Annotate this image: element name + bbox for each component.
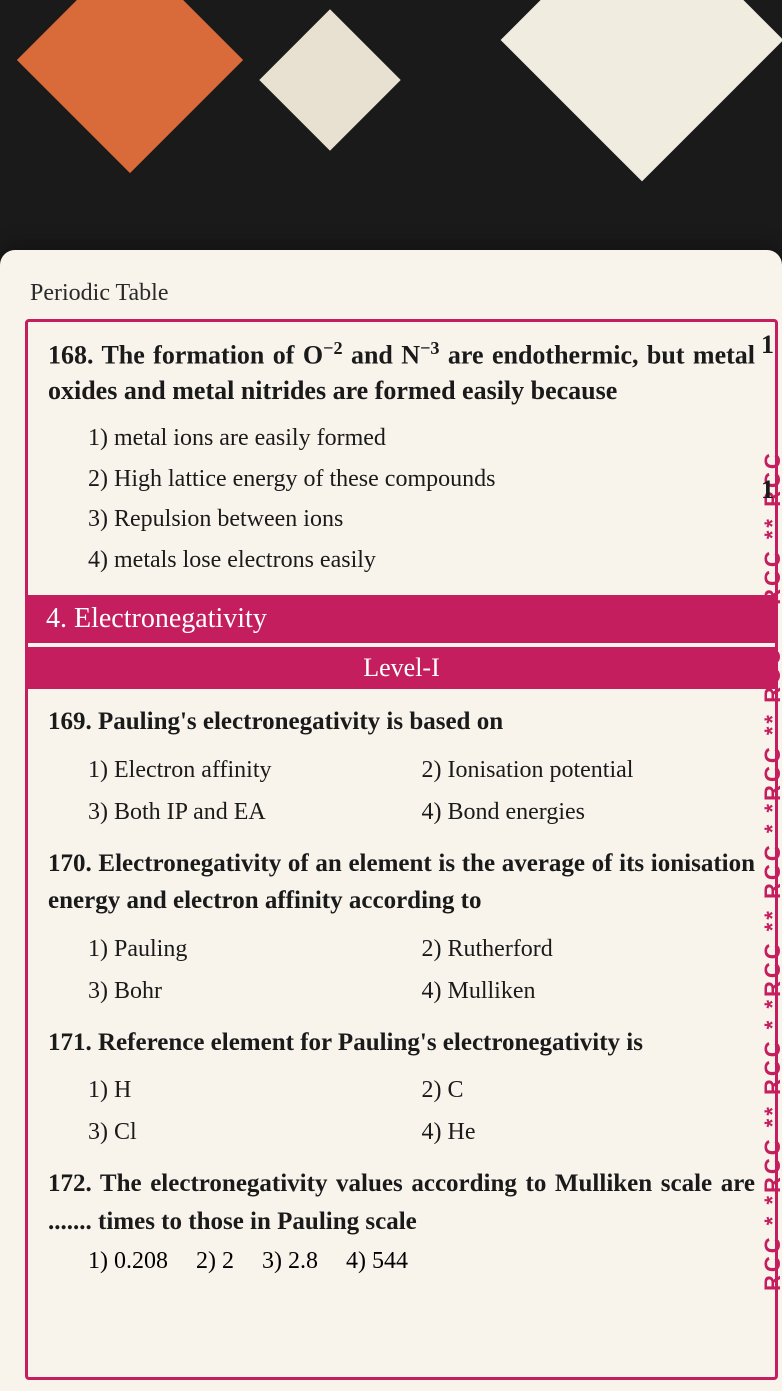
edge-page-number: 1 <box>761 475 774 505</box>
question-text: 169. Pauling's electronegativity is base… <box>48 703 755 741</box>
option: 2) C <box>422 1069 756 1111</box>
options-grid: 1) H 2) C 3) Cl 4) He <box>48 1069 755 1153</box>
option: 2) 2 <box>196 1248 234 1275</box>
option: 3) 2.8 <box>262 1248 318 1275</box>
option: 1) metal ions are easily formed <box>88 418 755 459</box>
option: 3) Both IP and EA <box>88 791 422 833</box>
chapter-title: Periodic Table <box>25 280 778 307</box>
options-grid: 1) Pauling 2) Rutherford 3) Bohr 4) Mull… <box>48 928 755 1012</box>
level-header: Level-I <box>28 647 775 689</box>
section-header: 4. Electronegativity <box>28 595 775 643</box>
option: 1) Pauling <box>88 928 422 970</box>
option: 3) Bohr <box>88 970 422 1012</box>
page-content: Periodic Table 168. The formation of O−2… <box>0 250 782 1391</box>
option: 1) Electron affinity <box>88 749 422 791</box>
side-watermark: RCC * *RCC ** RCC * *RCC ** RCC * *RCC *… <box>754 350 782 1391</box>
question-170: 170. Electronegativity of an element is … <box>28 839 775 1018</box>
question-text: 168. The formation of O−2 and N−3 are en… <box>48 336 755 408</box>
option: 1) H <box>88 1069 422 1111</box>
option: 4) metals lose electrons easily <box>88 540 755 581</box>
option: 3) Cl <box>88 1111 422 1153</box>
option: 4) 544 <box>346 1248 408 1275</box>
content-frame: 168. The formation of O−2 and N−3 are en… <box>25 319 778 1380</box>
options-grid: 1) Electron affinity 2) Ionisation poten… <box>48 749 755 833</box>
option: 4) Bond energies <box>422 791 756 833</box>
option: 4) Mulliken <box>422 970 756 1012</box>
option: 2) Ionisation potential <box>422 749 756 791</box>
option: 1) 0.208 <box>88 1248 168 1275</box>
question-text: 170. Electronegativity of an element is … <box>48 845 755 920</box>
options-row: 1) 0.208 2) 2 3) 2.8 4) 544 <box>48 1248 755 1275</box>
question-169: 169. Pauling's electronegativity is base… <box>28 689 775 839</box>
question-168: 168. The formation of O−2 and N−3 are en… <box>28 322 775 595</box>
question-172: 172. The electronegativity values accord… <box>28 1159 775 1289</box>
question-171: 171. Reference element for Pauling's ele… <box>28 1018 775 1160</box>
option: 3) Repulsion between ions <box>88 499 755 540</box>
fabric-background <box>0 0 782 280</box>
option: 4) He <box>422 1111 756 1153</box>
option: 2) Rutherford <box>422 928 756 970</box>
option: 2) High lattice energy of these compound… <box>88 459 755 500</box>
question-text: 171. Reference element for Pauling's ele… <box>48 1024 755 1062</box>
question-text: 172. The electronegativity values accord… <box>48 1165 755 1240</box>
fabric-pattern <box>0 0 782 280</box>
options-list: 1) metal ions are easily formed 2) High … <box>48 418 755 581</box>
edge-page-number: 1 <box>761 330 774 360</box>
